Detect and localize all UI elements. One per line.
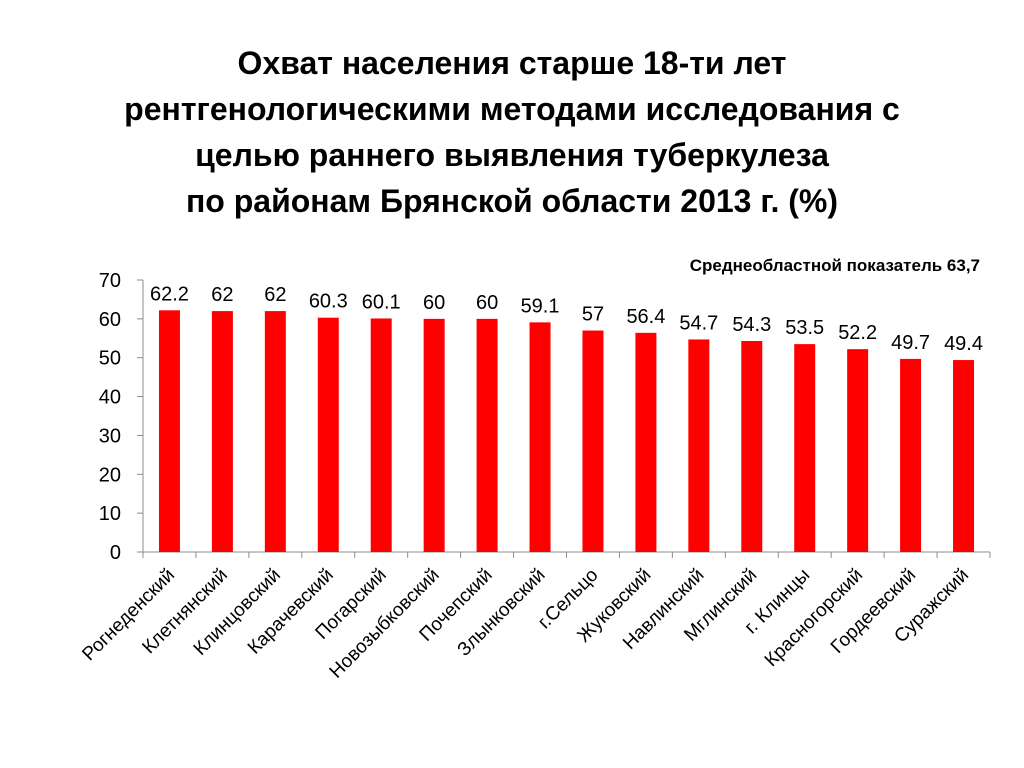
data-label: 60 [476, 292, 498, 314]
bar [741, 341, 763, 552]
regional-average-note: Среднеобластной показатель 63,7 [689, 256, 980, 275]
bar [476, 318, 498, 552]
data-label: 49.4 [944, 333, 983, 355]
bar [529, 322, 551, 552]
bar [953, 360, 975, 552]
category-label: Рогнеденский [78, 565, 179, 666]
data-label: 60 [423, 292, 445, 314]
y-tick-label: 30 [99, 425, 121, 447]
chart-title: Охват населения старше 18-ти лет рентген… [40, 40, 984, 224]
bar [423, 318, 445, 552]
data-label: 60.1 [362, 291, 401, 313]
y-tick-label: 40 [99, 387, 121, 409]
data-label: 59.1 [521, 295, 560, 317]
data-label: 54.7 [679, 312, 718, 334]
data-label: 49.7 [891, 332, 930, 354]
bar [317, 317, 339, 552]
data-label: 62.2 [150, 283, 189, 305]
data-label: 56.4 [626, 306, 665, 328]
data-label: 52.2 [838, 322, 877, 344]
data-label: 62 [264, 284, 286, 306]
data-label: 62 [211, 284, 233, 306]
bar [158, 310, 180, 552]
bar [688, 339, 710, 552]
bar [635, 332, 657, 552]
title-line-2: рентгенологическими методами исследовани… [124, 91, 900, 127]
y-tick-label: 70 [99, 270, 121, 292]
data-label: 53.5 [785, 317, 824, 339]
data-label: 57 [582, 304, 604, 326]
y-tick-label: 0 [110, 542, 121, 564]
bar [264, 311, 286, 552]
title-line-1: Охват населения старше 18-ти лет [237, 45, 787, 81]
title-line-3: целью раннего выявления туберкулеза [195, 137, 829, 173]
bar [847, 349, 869, 552]
data-label: 54.3 [732, 314, 771, 336]
bar [582, 330, 604, 552]
bar [794, 344, 816, 552]
y-tick-label: 20 [99, 464, 121, 486]
bar [370, 318, 392, 552]
y-tick-label: 50 [99, 348, 121, 370]
title-line-4: по районам Брянской области 2013 г. (%) [185, 183, 839, 219]
bar [211, 311, 233, 552]
data-label: 60.3 [309, 291, 348, 313]
y-tick-label: 10 [99, 503, 121, 525]
y-tick-label: 60 [99, 309, 121, 331]
bar [900, 358, 922, 552]
